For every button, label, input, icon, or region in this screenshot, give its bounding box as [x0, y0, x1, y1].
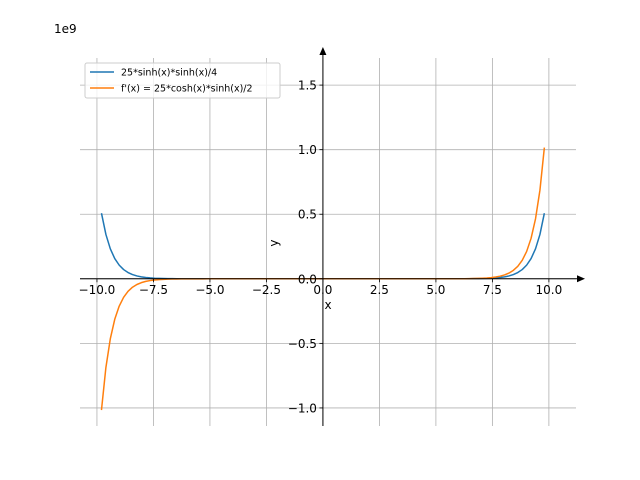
y-tick-label-0: −1.0 — [288, 401, 317, 415]
x-tick-label-2: −5.0 — [195, 283, 224, 297]
y-tick-label-1: −0.5 — [288, 337, 317, 351]
legend-label-2: f'(x) = 25*cosh(x)*sinh(x)/2 — [121, 84, 253, 95]
x-tick-label-5: 2.5 — [370, 283, 389, 297]
grid-layer — [80, 58, 576, 426]
y-axis-arrow — [319, 47, 327, 55]
y-tick-label-4: 1.0 — [298, 143, 317, 157]
legend-label-1: 25*sinh(x)*sinh(x)/4 — [121, 68, 217, 79]
y-axis-label: y — [267, 239, 281, 246]
y-tick-label-3: 0.5 — [298, 208, 317, 222]
ticks-layer: −10.0 −7.5 −5.0 −2.5 0.0 2.5 5.0 7.5 10.0 −1.0 −0.… — [79, 79, 563, 416]
y-tick-label-5: 1.5 — [298, 79, 317, 93]
x-tick-label-3: −2.5 — [252, 283, 281, 297]
legend-frame — [84, 62, 281, 99]
x-tick-label-1: −7.5 — [139, 283, 168, 297]
axes-layer — [80, 47, 585, 426]
x-tick-label-8: 10.0 — [536, 283, 563, 297]
x-tick-label-0: −10.0 — [79, 283, 116, 297]
y-scale-label: 1e9 — [54, 22, 77, 36]
x-tick-label-6: 5.0 — [426, 283, 445, 297]
x-axis-arrow — [577, 275, 585, 283]
x-tick-label-7: 7.5 — [483, 283, 502, 297]
x-tick-label-4: 0.0 — [313, 283, 332, 297]
y-tick-label-2: 0.0 — [298, 272, 317, 286]
legend: 25*sinh(x)*sinh(x)/4 f'(x) = 25*cosh(x)*… — [84, 62, 281, 99]
x-axis-label: x — [324, 298, 331, 312]
